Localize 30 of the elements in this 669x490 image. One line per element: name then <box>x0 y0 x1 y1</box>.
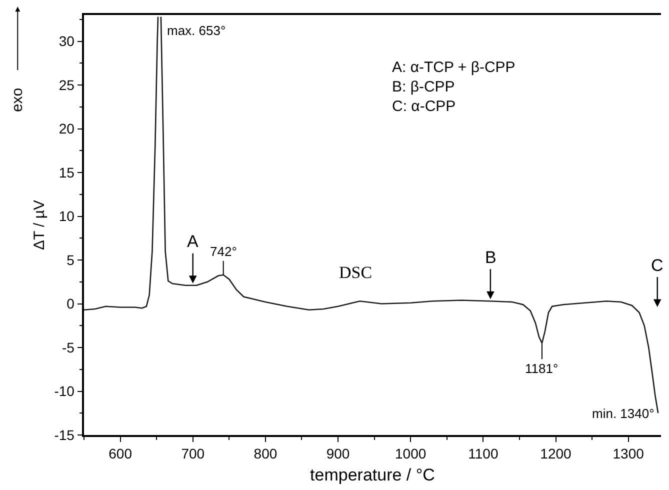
x-tick-label: 700 <box>181 446 205 462</box>
y-tick-label: 15 <box>58 164 75 180</box>
annotation: C <box>651 256 664 275</box>
annotation: 742° <box>210 244 237 259</box>
x-tick-label: 1300 <box>612 446 644 462</box>
x-tick-label: 1100 <box>468 446 498 462</box>
y-tick-label: -15 <box>54 426 75 443</box>
y-tick-label: 20 <box>58 120 75 137</box>
annotation: 1181° <box>525 361 558 376</box>
text: exo <box>9 88 26 112</box>
y-axis-title: ΔT / µV <box>30 200 48 250</box>
x-axis-title: temperature / °C <box>310 465 435 484</box>
annotation: max. 653° <box>167 23 226 38</box>
y-tick-label: 25 <box>58 76 75 93</box>
y-tick-label: -10 <box>54 383 75 400</box>
y-tick-label: 10 <box>58 208 75 224</box>
x-tick-label: 600 <box>108 446 132 462</box>
y-tick-label: 0 <box>66 296 75 312</box>
annotation: A <box>187 232 199 251</box>
annotation: min. 1340° <box>592 406 654 421</box>
annotation: DSC <box>339 263 372 282</box>
x-tick-label: 900 <box>326 446 350 462</box>
y-tick-label: 5 <box>66 252 75 268</box>
x-tick-label: 800 <box>254 446 278 462</box>
annotation: B <box>485 248 496 267</box>
y-tick-label: 30 <box>58 33 75 50</box>
annotation: A: α-TCP + β-CPP B: β-CPP C: α-CPP <box>392 59 516 115</box>
x-tick-label: 1200 <box>540 446 572 462</box>
y-tick-label: -5 <box>62 339 75 356</box>
x-tick-label: 1000 <box>395 446 426 462</box>
